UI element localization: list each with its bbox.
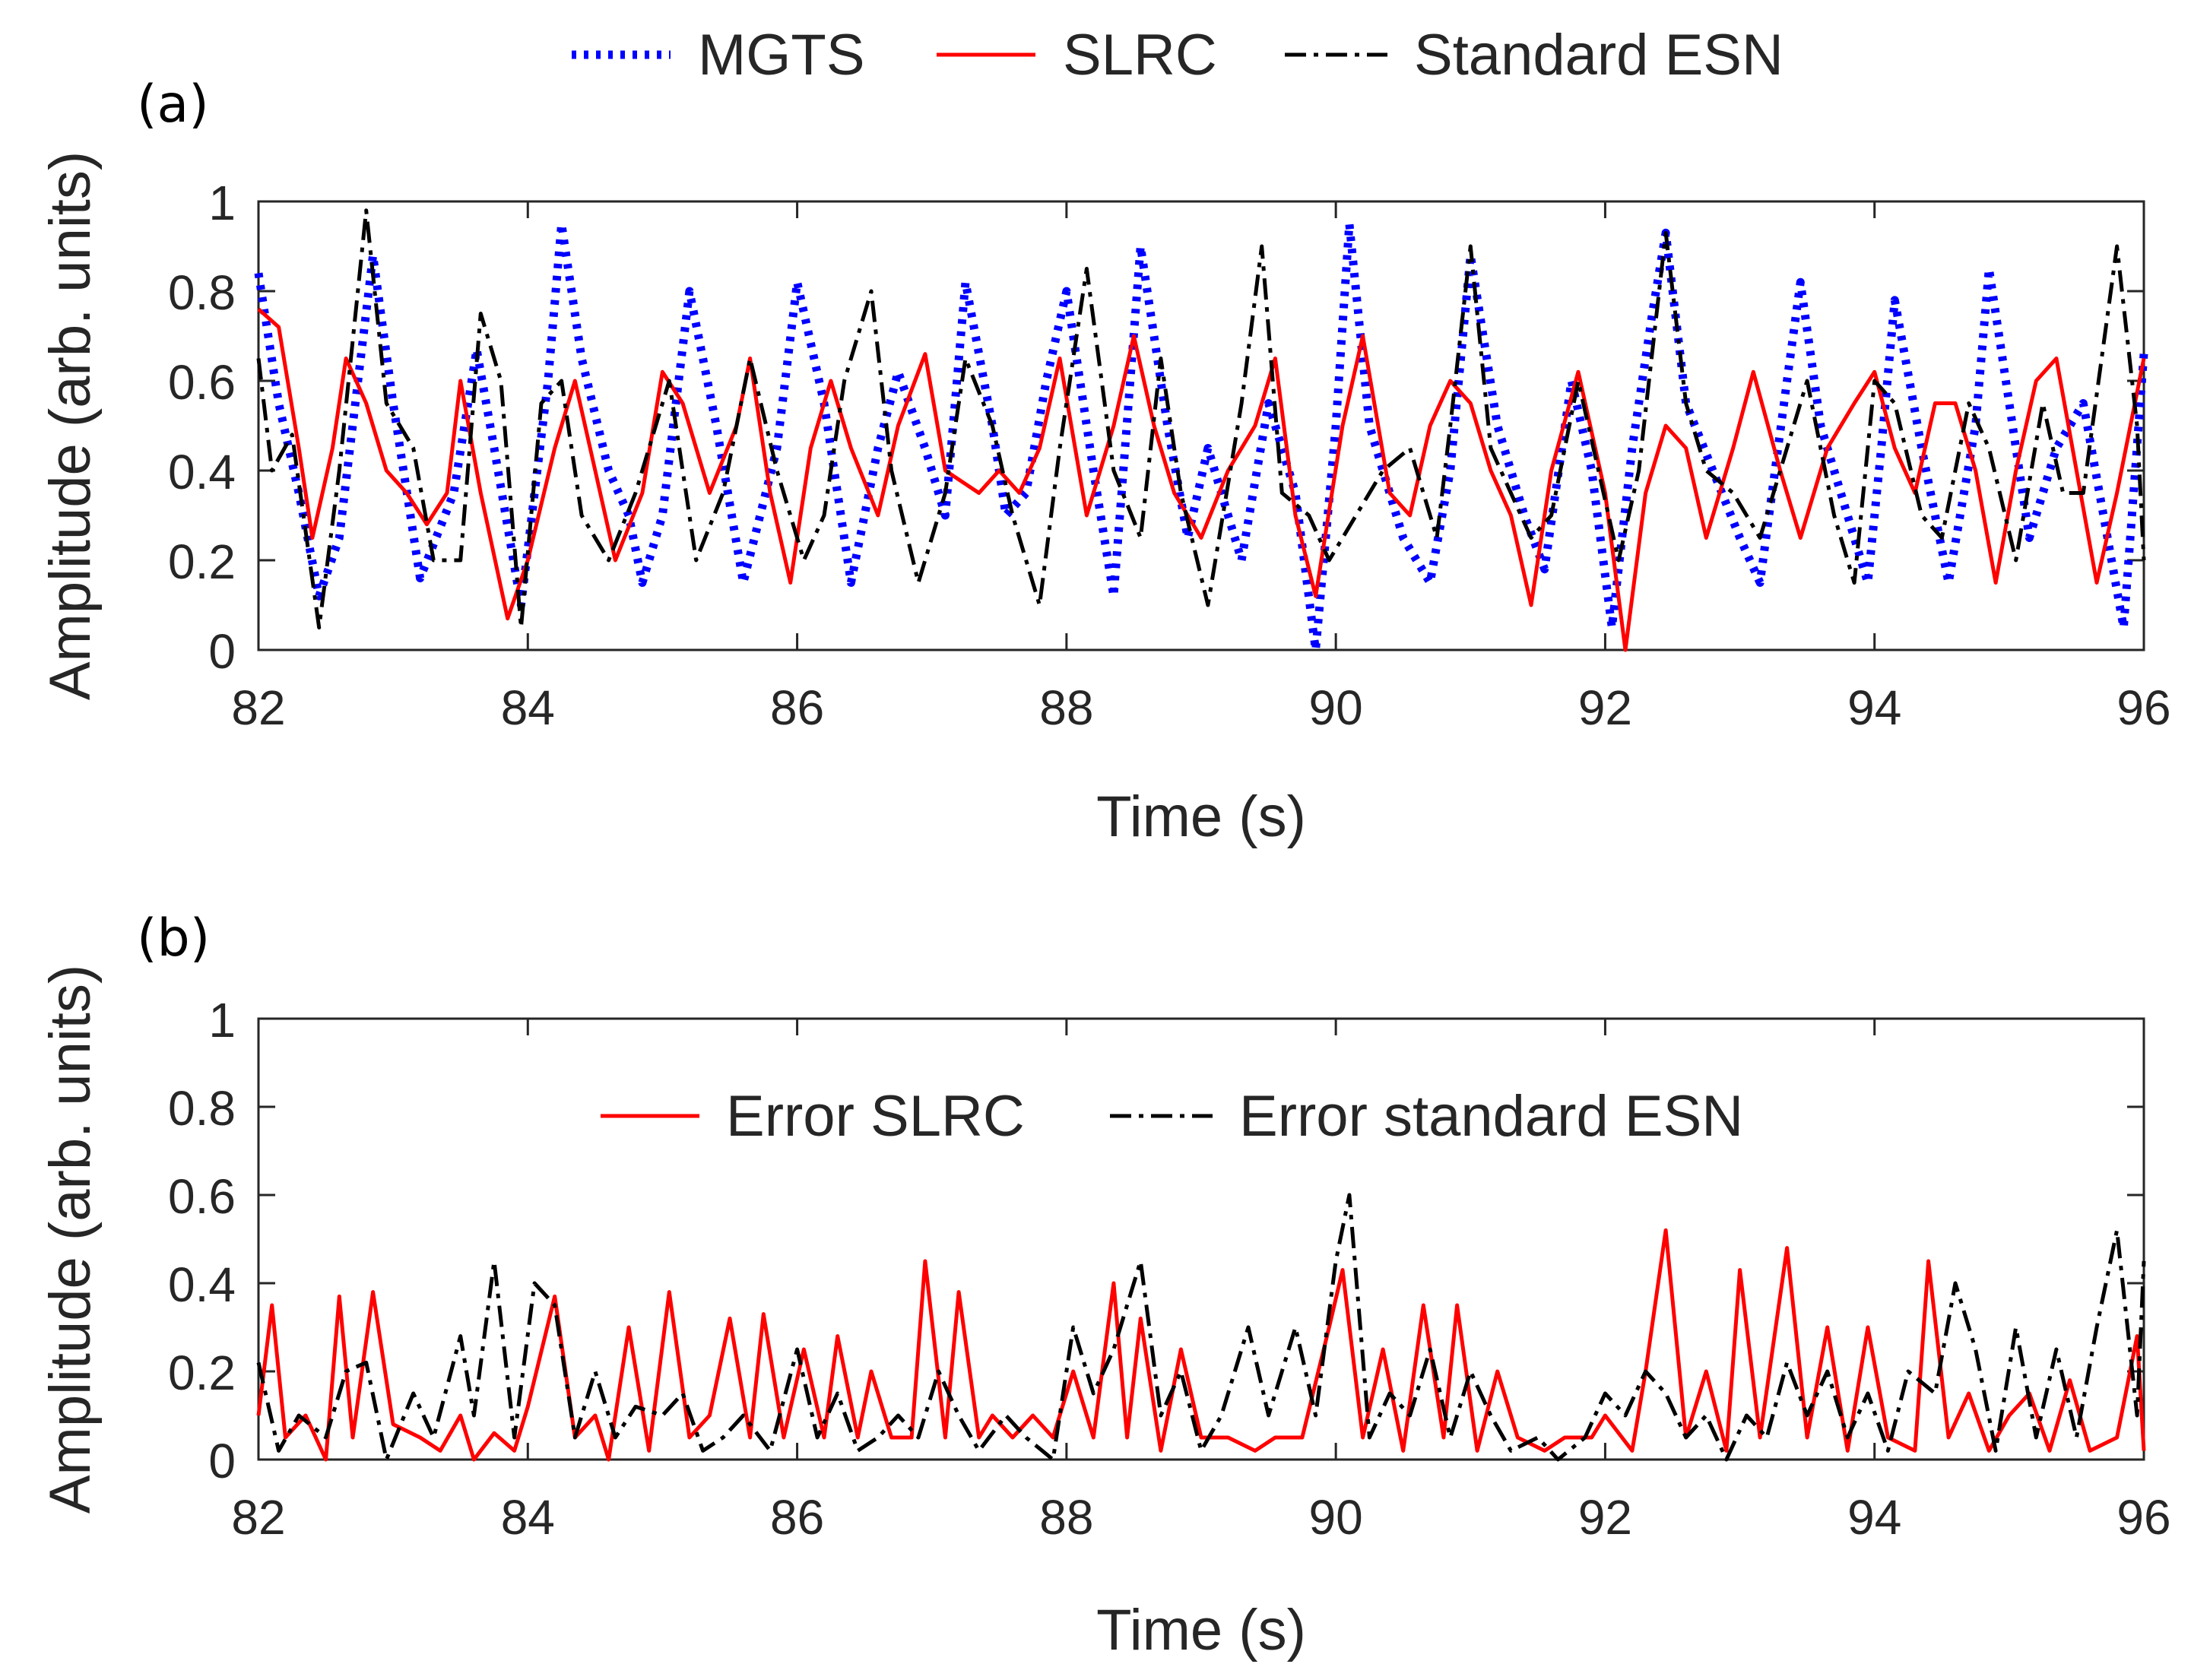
series-line-error-standard-esn — [256, 1193, 2146, 1462]
x-tick-label: 84 — [501, 680, 555, 735]
x-tick-label: 96 — [2116, 680, 2170, 735]
y-axis-label-b: Amplitude (arb. units) — [38, 965, 103, 1514]
legend-label-slrc: SLRC — [1063, 23, 1217, 87]
series-lines-a — [254, 208, 2148, 655]
x-tick-label: 88 — [1039, 1490, 1093, 1545]
y-tick-label: 0.2 — [168, 1346, 236, 1400]
legend-a: MGTS SLRC Standard ESN — [572, 23, 1784, 87]
series-lines-b — [256, 1193, 2146, 1462]
y-tick-label: 0.6 — [168, 355, 236, 410]
x-tick-label: 90 — [1309, 1490, 1363, 1545]
x-tick-label: 90 — [1309, 680, 1363, 735]
x-tick-label: 86 — [770, 1490, 824, 1545]
panel-b: 82 84 86 88 90 92 94 96 0 0.2 0.4 0.6 0.8 1 Error SLR… — [38, 965, 2171, 1663]
x-tick-label: 84 — [501, 1490, 555, 1545]
y-tick-label: 0.4 — [168, 1257, 236, 1312]
panel-label-a: (a) — [137, 74, 209, 135]
x-tick-label: 88 — [1039, 680, 1093, 735]
legend-label-standard-esn: Standard ESN — [1414, 23, 1784, 87]
series-line-standard-esn — [256, 208, 2146, 629]
x-tick-label: 82 — [231, 680, 285, 735]
x-tick-label: 94 — [1847, 1490, 1901, 1545]
x-tick-label: 92 — [1578, 680, 1632, 735]
y-tick-label: 1 — [208, 176, 236, 230]
y-tick-label: 0.6 — [168, 1169, 236, 1224]
legend-b: Error SLRC Error standard ESN — [585, 1076, 1817, 1167]
x-tick-label: 82 — [231, 1490, 285, 1545]
y-tick-label: 0.4 — [168, 445, 236, 499]
x-tick-label: 86 — [770, 680, 824, 735]
legend-b-background — [585, 1076, 1817, 1167]
y-tick-label: 0.2 — [168, 534, 236, 589]
y-tick-label: 0.8 — [168, 1081, 236, 1136]
x-tick-label: 94 — [1847, 680, 1901, 735]
legend-label-mgts: MGTS — [698, 23, 865, 87]
y-tick-label: 0.8 — [168, 265, 236, 320]
y-tick-label: 1 — [208, 993, 236, 1048]
y-axis-label-a: Amplitude (arb. units) — [38, 151, 103, 700]
legend-label-error-slrc: Error SLRC — [726, 1084, 1025, 1149]
axes-b: 82 84 86 88 90 92 94 96 0 0.2 0.4 0.6 0.8 1 — [168, 993, 2171, 1545]
y-tick-label: 0 — [208, 1434, 236, 1488]
y-tick-label: 0 — [208, 624, 236, 679]
panel-label-b: (b) — [137, 908, 210, 968]
x-axis-label-a: Time (s) — [1096, 785, 1306, 849]
x-axis-label-b: Time (s) — [1096, 1598, 1306, 1663]
axes-a: 82 84 86 88 90 92 94 96 0 0.2 0.4 0.6 0.8 1 — [168, 176, 2171, 735]
x-tick-label: 96 — [2116, 1490, 2170, 1545]
x-tick-label: 92 — [1578, 1490, 1632, 1545]
legend-label-error-standard-esn: Error standard ESN — [1239, 1084, 1743, 1149]
